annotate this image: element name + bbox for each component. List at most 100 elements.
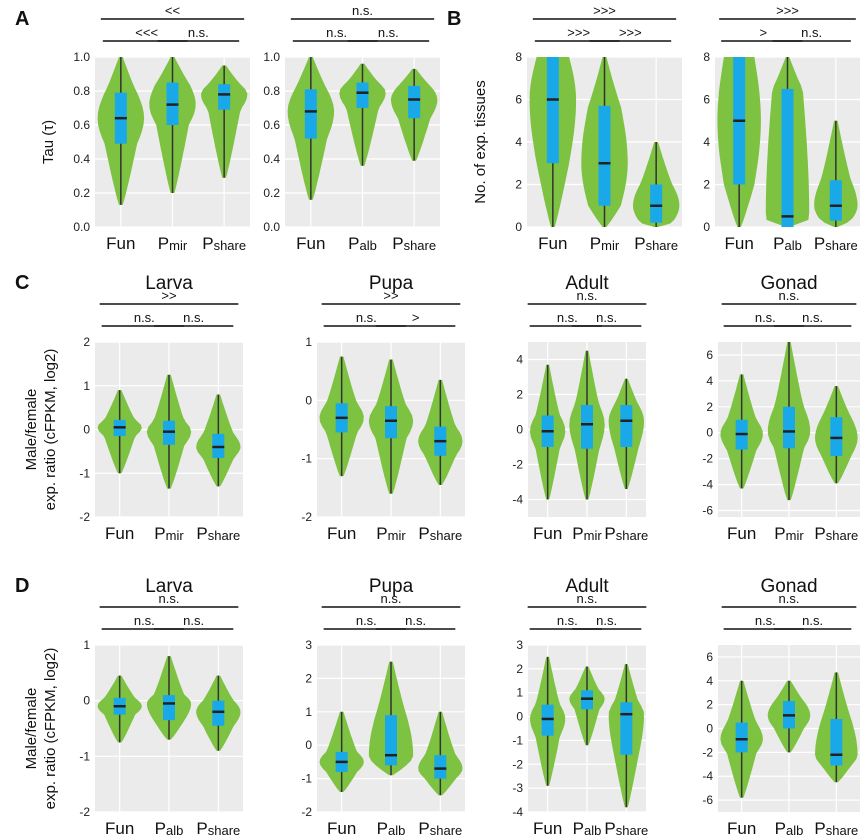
- y-tick-label: 0.2: [73, 186, 90, 200]
- x-category-label: Pshare: [196, 819, 240, 838]
- y-tick-label: 8: [515, 50, 522, 64]
- x-category-label: Fun: [533, 819, 562, 838]
- category-main: Fun: [727, 524, 756, 543]
- x-category-label: Pmir: [774, 524, 804, 543]
- y-tick-label: 0.6: [263, 118, 280, 132]
- category-main: Fun: [727, 819, 756, 838]
- y-tick-label: -1: [301, 772, 312, 786]
- significance-label: n.s.: [557, 613, 578, 628]
- category-main: Fun: [538, 234, 567, 253]
- y-tick-label: 0: [305, 393, 312, 407]
- y-tick-label: -4: [512, 493, 523, 507]
- category-sub: mir: [166, 528, 185, 543]
- y-tick-label: -2: [301, 510, 312, 524]
- y-tick-label: 4: [516, 353, 523, 367]
- y-tick-label: 0.4: [263, 152, 280, 166]
- y-tick-label: 3: [516, 638, 523, 652]
- x-category-label: Fun: [105, 819, 134, 838]
- category-main: P: [348, 234, 359, 253]
- x-category-label: Fun: [327, 524, 356, 543]
- x-category-label: Pmir: [154, 524, 184, 543]
- y-tick-label: -4: [512, 805, 523, 819]
- y-tick-label: -4: [702, 478, 713, 492]
- y-tick-label: -1: [79, 466, 90, 480]
- iqr-box: [783, 406, 795, 449]
- significance-label: n.s.: [802, 613, 823, 628]
- category-main: Fun: [327, 819, 356, 838]
- significance-label: n.s.: [557, 310, 578, 325]
- y-tick-label: 6: [515, 93, 522, 107]
- significance-label: >: [760, 25, 768, 40]
- y-tick-label: -2: [702, 745, 713, 759]
- significance-label: >>>: [567, 25, 590, 40]
- y-label-line-2: exp. ratio (cFPKM, log2): [42, 648, 59, 810]
- category-main: Fun: [327, 524, 356, 543]
- category-main: P: [196, 819, 207, 838]
- category-sub: share: [826, 528, 859, 543]
- iqr-box: [385, 715, 397, 766]
- y-tick-label: 6: [706, 650, 713, 664]
- y-tick-label: 4: [706, 374, 713, 388]
- iqr-box: [581, 405, 593, 449]
- x-category-label: Fun: [105, 524, 134, 543]
- y-tick-label: 0.8: [73, 84, 90, 98]
- iqr-box: [620, 702, 633, 755]
- x-category-label: Pmir: [158, 234, 188, 253]
- panel-label: D: [15, 575, 29, 597]
- category-main: P: [634, 234, 645, 253]
- iqr-box: [408, 85, 421, 119]
- category-sub: alb: [786, 823, 803, 838]
- category-sub: mir: [601, 238, 620, 253]
- x-category-label: Palb: [573, 819, 602, 838]
- x-category-label: Pmir: [572, 524, 602, 543]
- y-tick-label: 0: [706, 722, 713, 736]
- category-sub: share: [404, 238, 437, 253]
- y-tick-label: 0: [706, 426, 713, 440]
- x-category-label: Pshare: [604, 819, 648, 838]
- significance-label: n.s.: [755, 613, 776, 628]
- panel-label: A: [15, 8, 29, 30]
- y-tick-label: 2: [516, 662, 523, 676]
- category-sub: share: [825, 238, 858, 253]
- x-category-label: Pshare: [392, 234, 436, 253]
- category-sub: mir: [388, 528, 407, 543]
- significance-label: n.s.: [755, 310, 776, 325]
- category-main: Fun: [725, 234, 754, 253]
- x-category-label: Fun: [327, 819, 356, 838]
- panel-label: C: [15, 272, 29, 294]
- iqr-box: [356, 82, 369, 108]
- significance-label: >>>: [593, 3, 616, 18]
- chart-title: Pupa: [369, 576, 414, 597]
- category-main: Fun: [105, 819, 134, 838]
- x-category-label: Fun: [725, 234, 754, 253]
- iqr-box: [598, 105, 611, 206]
- category-sub: share: [616, 528, 649, 543]
- y-tick-label: 0: [516, 710, 523, 724]
- significance-label: >: [412, 310, 420, 325]
- y-tick-label: 1: [83, 638, 90, 652]
- category-main: P: [154, 524, 165, 543]
- y-tick-label: -2: [512, 458, 523, 472]
- significance-label: n.s.: [596, 613, 617, 628]
- y-tick-label: -6: [702, 504, 713, 518]
- x-category-label: Pshare: [418, 524, 462, 543]
- iqr-box: [304, 89, 317, 139]
- y-tick-label: 1.0: [73, 50, 90, 64]
- category-sub: share: [430, 528, 463, 543]
- y-tick-label: 6: [703, 93, 710, 107]
- y-tick-label: 0: [515, 220, 522, 234]
- iqr-box: [212, 700, 225, 726]
- iqr-box: [546, 57, 559, 164]
- significance-label: n.s.: [134, 310, 155, 325]
- y-tick-label: -6: [702, 793, 713, 807]
- category-sub: mir: [169, 238, 188, 253]
- x-category-label: Pshare: [814, 234, 858, 253]
- y-label-line-1: Male/female: [23, 389, 40, 471]
- iqr-box: [650, 184, 663, 223]
- y-tick-label: 2: [703, 178, 710, 192]
- iqr-box: [830, 417, 843, 457]
